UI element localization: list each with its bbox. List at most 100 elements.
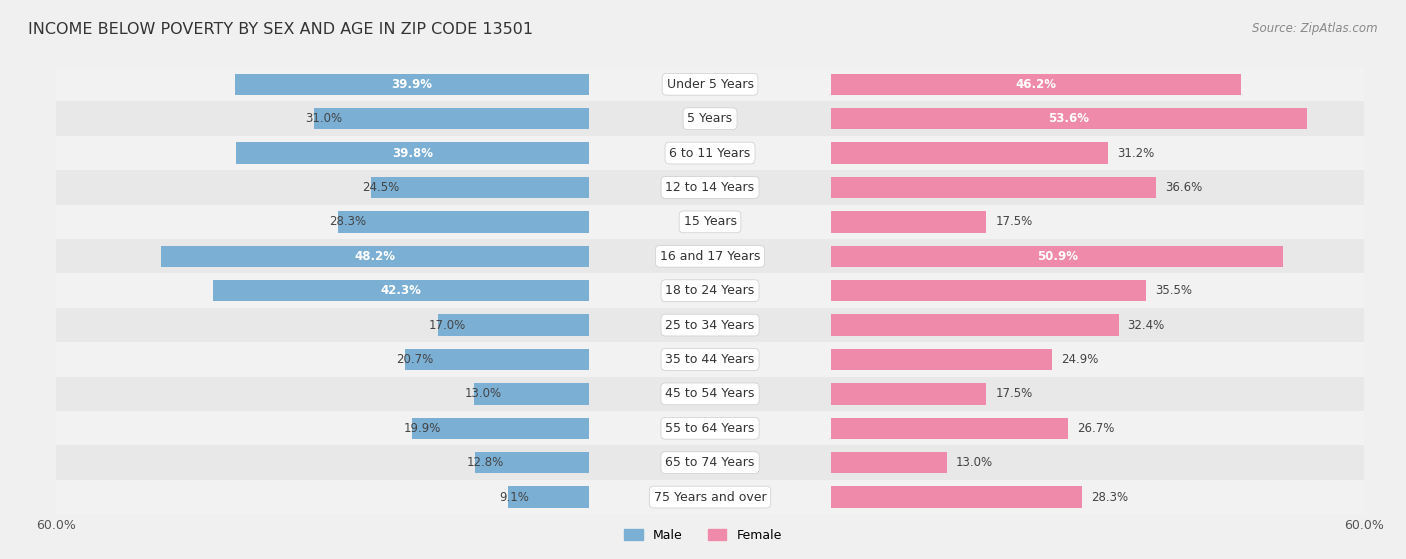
Bar <box>439 314 589 336</box>
Text: 24.5%: 24.5% <box>363 181 399 194</box>
Text: 39.8%: 39.8% <box>392 146 433 159</box>
Bar <box>0 136 1406 170</box>
Bar <box>0 67 1406 102</box>
Bar <box>0 377 1406 411</box>
Bar <box>0 308 1406 342</box>
Bar <box>0 446 1406 480</box>
Text: 18 to 24 Years: 18 to 24 Years <box>665 284 755 297</box>
Bar <box>0 102 1406 136</box>
Text: 48.2%: 48.2% <box>354 250 395 263</box>
Bar <box>0 308 1406 342</box>
Bar <box>236 143 589 164</box>
Bar <box>0 411 1406 446</box>
Bar <box>508 486 589 508</box>
Bar <box>162 245 589 267</box>
Bar <box>0 446 1406 480</box>
Bar <box>0 480 1406 514</box>
Bar <box>0 239 1406 273</box>
Text: 24.9%: 24.9% <box>1062 353 1098 366</box>
Bar <box>0 308 1406 342</box>
Bar <box>831 452 946 473</box>
Text: 75 Years and over: 75 Years and over <box>654 491 766 504</box>
Bar <box>405 349 589 370</box>
Bar <box>831 245 1284 267</box>
Bar <box>831 177 1156 198</box>
Text: 26.7%: 26.7% <box>1077 422 1115 435</box>
Bar <box>0 377 1406 411</box>
Bar <box>831 418 1069 439</box>
Bar <box>831 143 1108 164</box>
Bar <box>337 211 589 233</box>
Text: 12 to 14 Years: 12 to 14 Years <box>665 181 755 194</box>
Text: 35 to 44 Years: 35 to 44 Years <box>665 353 755 366</box>
Bar <box>0 342 1406 377</box>
Bar <box>0 377 1406 411</box>
Bar <box>831 486 1083 508</box>
Bar <box>0 205 1406 239</box>
Text: 19.9%: 19.9% <box>404 422 440 435</box>
Bar <box>831 383 987 405</box>
Bar <box>214 280 589 301</box>
Text: 28.3%: 28.3% <box>329 215 366 229</box>
Text: 42.3%: 42.3% <box>381 284 422 297</box>
Bar <box>0 411 1406 446</box>
Bar <box>0 342 1406 377</box>
Text: 31.2%: 31.2% <box>1116 146 1154 159</box>
Bar <box>0 136 1406 170</box>
Text: 20.7%: 20.7% <box>396 353 433 366</box>
Legend: Male, Female: Male, Female <box>619 524 787 547</box>
Text: 13.0%: 13.0% <box>464 387 502 400</box>
Text: 55 to 64 Years: 55 to 64 Years <box>665 422 755 435</box>
Bar <box>235 74 589 95</box>
Text: 17.5%: 17.5% <box>995 215 1032 229</box>
Text: 36.6%: 36.6% <box>1166 181 1202 194</box>
Text: 31.0%: 31.0% <box>305 112 342 125</box>
Bar <box>0 411 1406 446</box>
Bar <box>0 102 1406 136</box>
Bar <box>0 205 1406 239</box>
Bar <box>0 342 1406 377</box>
Bar <box>831 211 987 233</box>
Bar <box>831 280 1146 301</box>
Text: 15 Years: 15 Years <box>683 215 737 229</box>
Bar <box>0 136 1406 170</box>
Bar <box>0 480 1406 514</box>
Bar <box>831 314 1119 336</box>
Text: 16 and 17 Years: 16 and 17 Years <box>659 250 761 263</box>
Text: 45 to 54 Years: 45 to 54 Years <box>665 387 755 400</box>
Text: 35.5%: 35.5% <box>1156 284 1192 297</box>
Text: 12.8%: 12.8% <box>467 456 503 469</box>
Bar <box>0 170 1406 205</box>
Text: INCOME BELOW POVERTY BY SEX AND AGE IN ZIP CODE 13501: INCOME BELOW POVERTY BY SEX AND AGE IN Z… <box>28 22 533 37</box>
Bar <box>412 418 589 439</box>
Bar <box>831 74 1241 95</box>
Text: 17.5%: 17.5% <box>995 387 1032 400</box>
Text: 17.0%: 17.0% <box>429 319 467 331</box>
Bar <box>0 102 1406 136</box>
Text: 6 to 11 Years: 6 to 11 Years <box>669 146 751 159</box>
Text: 32.4%: 32.4% <box>1128 319 1166 331</box>
Text: 25 to 34 Years: 25 to 34 Years <box>665 319 755 331</box>
Bar <box>314 108 589 129</box>
Bar <box>0 239 1406 273</box>
Bar <box>0 446 1406 480</box>
Bar <box>371 177 589 198</box>
Text: 13.0%: 13.0% <box>956 456 993 469</box>
Text: 5 Years: 5 Years <box>688 112 733 125</box>
Text: 39.9%: 39.9% <box>391 78 432 91</box>
Bar <box>0 205 1406 239</box>
Bar <box>0 67 1406 102</box>
Bar <box>831 108 1308 129</box>
Bar <box>0 170 1406 205</box>
Bar <box>0 480 1406 514</box>
Bar <box>0 239 1406 273</box>
Bar <box>831 349 1052 370</box>
Bar <box>474 383 589 405</box>
Bar <box>0 273 1406 308</box>
Bar <box>0 273 1406 308</box>
Text: 46.2%: 46.2% <box>1015 78 1057 91</box>
Text: Source: ZipAtlas.com: Source: ZipAtlas.com <box>1253 22 1378 35</box>
Text: 9.1%: 9.1% <box>499 491 529 504</box>
Text: 53.6%: 53.6% <box>1049 112 1090 125</box>
Text: Under 5 Years: Under 5 Years <box>666 78 754 91</box>
